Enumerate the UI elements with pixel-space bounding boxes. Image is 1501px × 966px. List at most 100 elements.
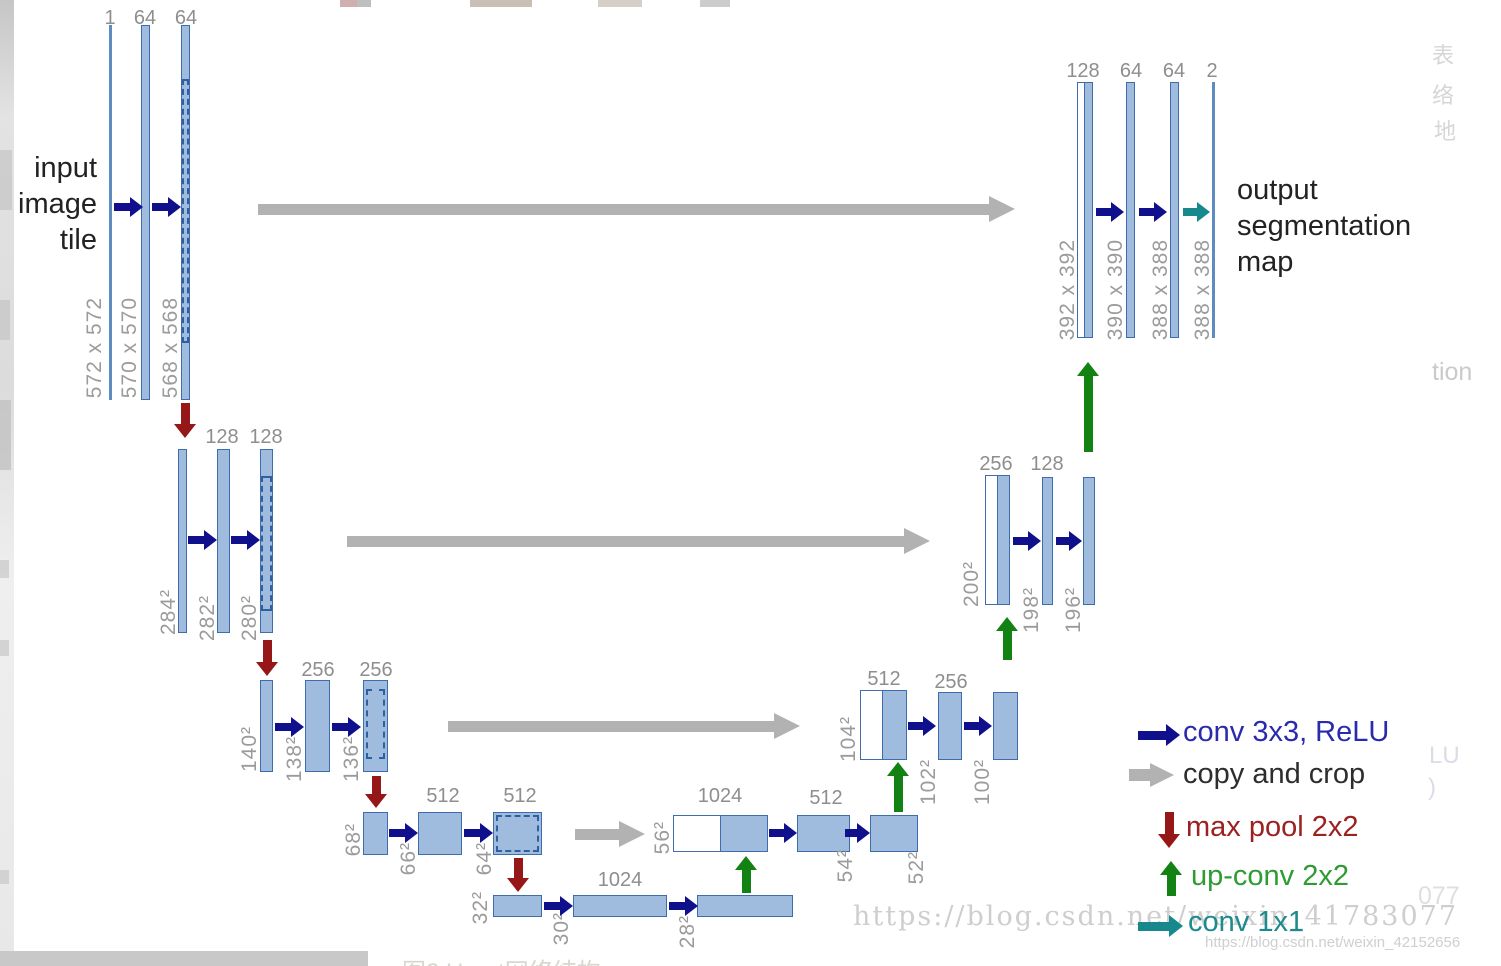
channel-count: 1 — [104, 7, 116, 29]
dim-label: 104² — [837, 715, 860, 762]
conv-arrow — [544, 896, 573, 916]
legend-copy-label: copy and crop — [1183, 758, 1366, 790]
dim-label: 52² — [905, 850, 928, 884]
conv-arrow — [464, 823, 493, 843]
copy-crop-arrow — [258, 196, 1015, 222]
channel-count: 1024 — [697, 785, 743, 807]
conv-arrow — [669, 896, 698, 916]
conv-arrow — [908, 716, 936, 736]
feature-map-bar — [363, 680, 388, 772]
page-artifact — [0, 150, 12, 210]
feature-map-bar — [870, 815, 918, 852]
up-conv-arrow — [996, 617, 1018, 660]
dim-label: 388 x 388 — [1191, 238, 1214, 340]
feature-map-bar — [573, 895, 667, 917]
page-artifact — [700, 0, 730, 7]
channel-count: 64 — [174, 7, 198, 29]
feature-map-bar — [418, 812, 462, 855]
channel-count: 512 — [809, 787, 843, 809]
feature-map-bar — [493, 812, 542, 855]
channel-count: 128 — [205, 426, 239, 448]
page-artifact — [0, 400, 11, 470]
dim-label: 572 x 572 — [83, 296, 106, 398]
channel-count: 256 — [934, 671, 968, 693]
max-pool-arrow — [507, 858, 529, 892]
dim-label: 280² — [238, 594, 261, 641]
channel-count: 256 — [979, 453, 1013, 475]
channel-count: 128 — [249, 426, 283, 448]
feature-map-output — [1212, 82, 1215, 338]
conv-arrow — [275, 717, 304, 737]
feature-map-bar — [363, 812, 388, 855]
conv-arrow — [332, 717, 361, 737]
concat-feature-map — [673, 815, 768, 852]
page-artifact — [0, 300, 10, 340]
feature-map-bar — [493, 895, 542, 917]
up-conv-arrow — [1077, 362, 1099, 452]
dim-label: 136² — [340, 735, 363, 782]
channel-count: 256 — [301, 659, 335, 681]
dim-label: 388 x 388 — [1149, 238, 1172, 340]
page-artifact — [0, 870, 9, 884]
watermark-fragment: ) — [1428, 774, 1436, 801]
channel-count: 256 — [359, 659, 393, 681]
dim-label: 56² — [651, 820, 674, 854]
channel-count: 1024 — [597, 869, 643, 891]
up-conv-half — [1084, 83, 1092, 337]
dim-label: 140² — [238, 725, 261, 772]
page-artifact — [357, 0, 371, 7]
feature-map-bar — [178, 449, 187, 633]
legend-upconv-label: up-conv 2x2 — [1191, 860, 1349, 892]
page-artifact-bar — [0, 951, 368, 966]
legend-conv-arrow — [1138, 724, 1180, 746]
conv-arrow — [769, 823, 797, 843]
conv-arrow — [389, 823, 418, 843]
input-label: input image tile — [18, 152, 97, 256]
feature-map-bar — [1083, 477, 1095, 605]
dim-label: 196² — [1062, 586, 1085, 633]
feature-map-bar — [938, 692, 962, 760]
figure-caption: 图2 U-net网络结构 — [402, 952, 601, 966]
feature-map-bar — [260, 449, 273, 633]
dim-label: 390 x 390 — [1104, 238, 1127, 340]
conv-arrow — [964, 716, 992, 736]
feature-map-bar — [797, 815, 850, 852]
channel-count: 128 — [1030, 453, 1064, 475]
dim-label: 570 x 570 — [118, 296, 141, 398]
channel-count: 512 — [503, 785, 537, 807]
watermark-fragment: 络 — [1432, 83, 1455, 108]
crop-region — [261, 476, 272, 611]
crop-region — [496, 815, 539, 852]
copy-crop-arrow — [448, 713, 800, 739]
watermark-fragment: 077 — [1418, 882, 1460, 910]
dim-label: 102² — [917, 758, 940, 805]
dim-label: 200² — [960, 560, 983, 607]
conv-arrow — [845, 823, 870, 843]
up-conv-arrow — [735, 856, 757, 893]
conv-arrow — [231, 530, 260, 550]
feature-map-bar — [181, 25, 190, 400]
feature-map-bar — [1042, 477, 1053, 605]
up-conv-half — [997, 476, 1009, 604]
dim-label: 282² — [196, 594, 219, 641]
channel-count: 128 — [1066, 60, 1100, 82]
dim-label: 100² — [971, 758, 994, 805]
legend-copy-arrow — [1129, 763, 1174, 787]
dim-label: 284² — [157, 588, 180, 635]
watermark-fragment: 表 — [1432, 43, 1455, 68]
page-artifact — [598, 0, 642, 7]
legend-conv1x1-arrow — [1138, 915, 1183, 937]
conv-arrow — [152, 197, 181, 217]
conv-arrow — [188, 530, 217, 550]
watermark-url-small: https://blog.csdn.net/weixin_42152656 — [1205, 934, 1461, 951]
crop-region — [182, 79, 189, 343]
dim-label: 28² — [676, 914, 699, 948]
feature-map-bar — [305, 680, 330, 772]
max-pool-arrow — [174, 403, 196, 438]
page-artifact — [470, 0, 532, 7]
page-artifact — [0, 560, 9, 578]
concat-feature-map — [985, 475, 1010, 605]
page-edge-strip — [0, 0, 14, 966]
channel-count: 64 — [1162, 60, 1186, 82]
